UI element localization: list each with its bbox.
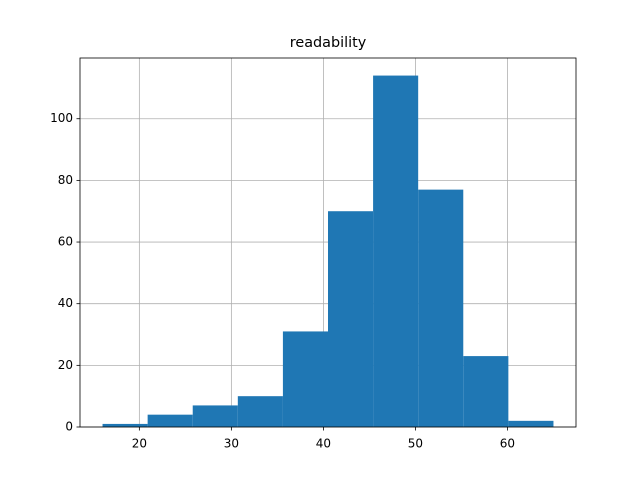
chart-title: readability <box>290 35 367 51</box>
y-tick-label: 80 <box>58 173 73 187</box>
bar <box>192 405 238 427</box>
y-tick-label: 40 <box>58 296 73 310</box>
y-tick-label: 100 <box>50 111 73 125</box>
x-tick-label: 60 <box>500 437 515 451</box>
x-tick-label: 30 <box>224 437 239 451</box>
bar <box>328 211 374 427</box>
x-tick-label: 50 <box>408 437 423 451</box>
y-tick-label: 20 <box>58 358 73 372</box>
y-tick-label: 60 <box>58 235 73 249</box>
bar <box>508 420 554 427</box>
bar <box>463 356 509 427</box>
bar <box>237 396 283 427</box>
bar <box>373 75 419 428</box>
bar <box>282 331 328 427</box>
x-tick-label: 20 <box>132 437 147 451</box>
bar <box>418 189 464 427</box>
x-tick-label: 40 <box>316 437 331 451</box>
plot-frame <box>79 57 577 428</box>
bar <box>102 423 148 427</box>
bar <box>147 414 193 427</box>
y-tick-label: 0 <box>65 420 73 434</box>
